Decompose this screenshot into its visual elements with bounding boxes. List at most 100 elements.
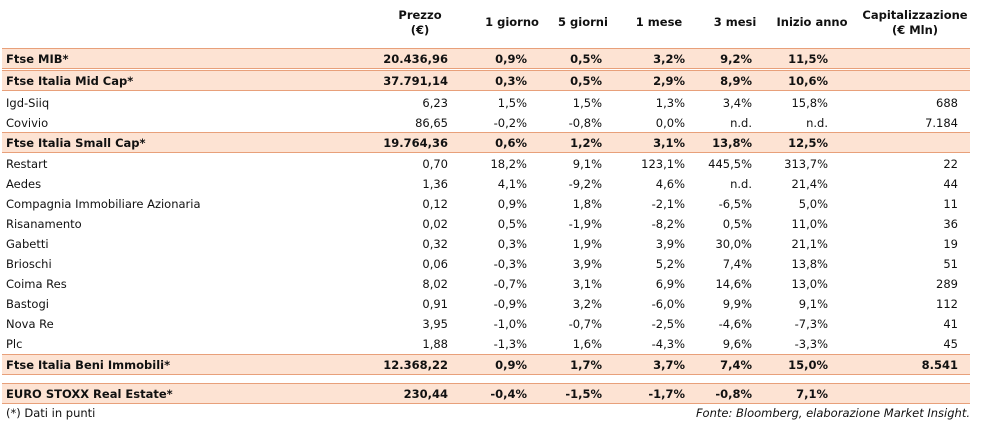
header-line: Prezzo: [398, 8, 442, 22]
cell-value: 22: [943, 156, 958, 171]
highlight-row: [2, 70, 970, 91]
cell-value: 44: [943, 176, 958, 191]
cell-value: 230,44: [403, 386, 448, 401]
cell-value: 9,1%: [798, 296, 828, 311]
cell-value: 112: [936, 296, 958, 311]
cell-value: 18,2%: [490, 156, 527, 171]
cell-value: -4,6%: [718, 316, 752, 331]
row-label: Aedes: [6, 176, 42, 191]
cell-value: 0,5%: [570, 51, 602, 66]
cell-value: 0,5%: [722, 216, 752, 231]
column-header: 5 giorni: [513, 15, 653, 30]
cell-value: 0,12: [422, 196, 448, 211]
cell-value: -1,5%: [565, 386, 602, 401]
column-header: 1 mese: [589, 15, 729, 30]
cell-value: 0,91: [422, 296, 448, 311]
cell-value: 3,7%: [653, 357, 685, 372]
column-header: 1 giorno: [442, 15, 582, 30]
column-header: Inizio anno: [742, 15, 882, 30]
cell-value: 9,9%: [722, 296, 752, 311]
cell-value: -0,9%: [493, 296, 527, 311]
cell-value: 11,5%: [788, 51, 828, 66]
highlight-row: [2, 383, 970, 404]
cell-value: 3,95: [422, 316, 448, 331]
cell-value: 15,8%: [791, 95, 828, 110]
cell-value: 3,9%: [572, 256, 602, 271]
cell-value: 21,1%: [791, 236, 828, 251]
cell-value: 9,1%: [572, 156, 602, 171]
cell-value: 0,6%: [495, 135, 527, 150]
cell-value: -0,4%: [490, 386, 527, 401]
cell-value: 0,9%: [495, 51, 527, 66]
cell-value: 7,4%: [720, 357, 752, 372]
cell-value: 1,6%: [572, 336, 602, 351]
cell-value: 1,5%: [497, 95, 527, 110]
cell-value: 0,3%: [495, 73, 527, 88]
cell-value: -6,5%: [718, 196, 752, 211]
cell-value: 0,70: [422, 156, 448, 171]
cell-value: 8.541: [921, 357, 958, 372]
row-label: Gabetti: [6, 236, 49, 251]
row-label: Risanamento: [6, 216, 82, 231]
row-label: Covivio: [6, 115, 49, 130]
header-line: 1 mese: [635, 15, 683, 29]
cell-value: 1,36: [422, 176, 448, 191]
cell-value: 289: [936, 276, 958, 291]
cell-value: 11: [943, 196, 958, 211]
cell-value: 3,2%: [572, 296, 602, 311]
cell-value: 14,6%: [715, 276, 752, 291]
cell-value: 30,0%: [715, 236, 752, 251]
cell-value: 36: [943, 216, 958, 231]
cell-value: 13,8%: [791, 256, 828, 271]
cell-value: 9,2%: [720, 51, 752, 66]
cell-value: 12.368,22: [383, 357, 448, 372]
cell-value: 5,0%: [798, 196, 828, 211]
cell-value: 8,9%: [720, 73, 752, 88]
cell-value: 1,7%: [570, 357, 602, 372]
header-line: 5 giorni: [558, 15, 608, 29]
cell-value: -8,2%: [651, 216, 685, 231]
cell-value: 688: [936, 95, 958, 110]
cell-value: -3,3%: [794, 336, 828, 351]
cell-value: 86,65: [415, 115, 448, 130]
cell-value: 4,1%: [497, 176, 527, 191]
cell-value: 3,4%: [722, 95, 752, 110]
cell-value: 15,0%: [788, 357, 828, 372]
header-line: Inizio anno: [776, 15, 848, 29]
header-line: 3 mesi: [713, 15, 757, 29]
cell-value: -0,8%: [568, 115, 602, 130]
row-label: Brioschi: [6, 256, 52, 271]
cell-value: 1,5%: [572, 95, 602, 110]
row-label: Restart: [6, 156, 48, 171]
cell-value: 45: [943, 336, 958, 351]
column-header: Capitalizzazione (€ Mln): [845, 8, 982, 38]
cell-value: 313,7%: [784, 156, 828, 171]
row-label: Igd-Siiq: [6, 95, 50, 110]
cell-value: -9,2%: [568, 176, 602, 191]
cell-value: 13,0%: [791, 276, 828, 291]
column-header: 3 mesi: [665, 15, 805, 30]
cell-value: 445,5%: [708, 156, 752, 171]
cell-value: -1,3%: [493, 336, 527, 351]
cell-value: -0,7%: [568, 316, 602, 331]
header-line: (€): [410, 23, 430, 37]
cell-value: 9,6%: [722, 336, 752, 351]
cell-value: 11,0%: [791, 216, 828, 231]
footnote: (*) Dati in punti: [6, 406, 96, 420]
cell-value: 3,1%: [572, 276, 602, 291]
cell-value: 3,2%: [653, 51, 685, 66]
row-label: Plc: [6, 336, 23, 351]
cell-value: -7,3%: [794, 316, 828, 331]
cell-value: 0,3%: [497, 236, 527, 251]
cell-value: 6,9%: [655, 276, 685, 291]
cell-value: 6,23: [422, 95, 448, 110]
cell-value: 3,1%: [653, 135, 685, 150]
cell-value: n.d.: [730, 176, 752, 191]
cell-value: 4,6%: [655, 176, 685, 191]
row-label: Nova Re: [6, 316, 54, 331]
cell-value: 19: [943, 236, 958, 251]
cell-value: 1,88: [422, 336, 448, 351]
row-label: Ftse MIB*: [6, 51, 69, 66]
cell-value: 13,8%: [712, 135, 752, 150]
row-label: Ftse Italia Small Cap*: [6, 135, 146, 150]
